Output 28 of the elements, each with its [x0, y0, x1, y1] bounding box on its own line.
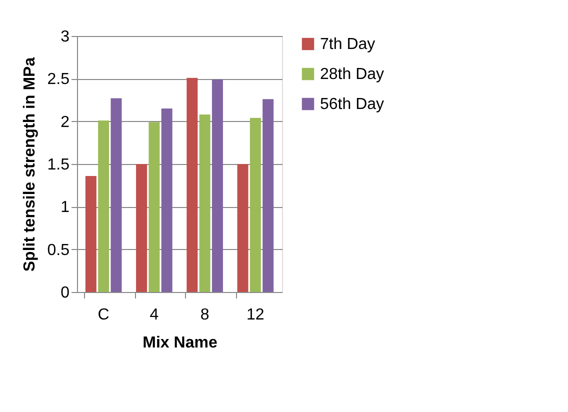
- y-tick-label: 2: [60, 114, 70, 131]
- bar: [250, 118, 261, 292]
- y-tick-label: 1: [60, 199, 70, 216]
- y-tick-label: 1.5: [47, 156, 70, 174]
- bar: [98, 120, 110, 292]
- bar: [85, 176, 96, 292]
- y-tick-label: 2.5: [47, 71, 70, 88]
- bar: [237, 164, 248, 292]
- x-tick-label: 12: [246, 306, 264, 324]
- bar: [136, 164, 148, 292]
- bar: [110, 98, 122, 292]
- bar: [212, 80, 223, 292]
- bar: [262, 99, 274, 292]
- legend-label: 28th Day: [320, 66, 384, 83]
- legend-label: 56th Day: [320, 96, 384, 113]
- bar: [148, 122, 160, 292]
- y-tick-label: 0.5: [47, 242, 70, 259]
- x-tick-label: 4: [150, 306, 159, 324]
- x-axis-title: Mix Name: [142, 334, 218, 352]
- y-axis-title: Split tensile strength in MPa: [21, 57, 38, 272]
- legend-label: 7th Day: [320, 36, 376, 53]
- bar: [186, 78, 198, 292]
- y-tick-label: 0: [60, 284, 70, 302]
- y-tick-label: 3: [60, 28, 70, 46]
- bar: [161, 108, 172, 292]
- bar: [199, 114, 210, 292]
- x-tick-label: 8: [200, 306, 210, 324]
- x-tick-label: C: [98, 306, 110, 324]
